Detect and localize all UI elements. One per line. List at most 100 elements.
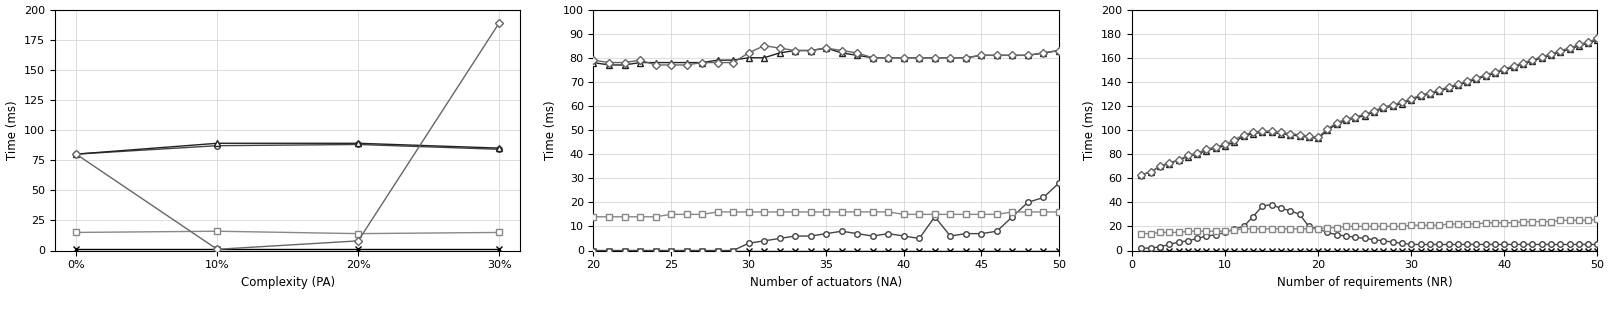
- Proposed: [1587, 248, 1607, 253]
- CadenceSMV: [1373, 224, 1393, 228]
- nuXmv: [1541, 52, 1560, 56]
- nuXmv: [615, 60, 634, 64]
- nuXmv: [755, 44, 774, 48]
- NuSMV: [1550, 50, 1570, 54]
- RINGA-IoT: [1587, 242, 1607, 246]
- CadenceSMV: [1476, 221, 1496, 225]
- nuXmv: [599, 60, 618, 64]
- Proposed: [770, 248, 789, 253]
- RINGA-IoT: [832, 229, 852, 233]
- NuSMV: [1336, 118, 1356, 122]
- RINGA-IoT: [1486, 242, 1505, 246]
- nuXmv: [956, 56, 976, 60]
- CadenceSMV: [1018, 210, 1037, 214]
- nuXmv: [1159, 161, 1179, 165]
- CadenceSMV: [599, 215, 618, 219]
- Proposed: [1560, 248, 1579, 253]
- CadenceSMV: [1141, 232, 1161, 236]
- nuXmv: [832, 48, 852, 52]
- CadenceSMV: [802, 210, 821, 214]
- nuXmv: [847, 51, 866, 55]
- RINGA-IoT: [1179, 239, 1198, 243]
- Line: RINGA-IoT: RINGA-IoT: [74, 142, 502, 157]
- RINGA-IoT: [879, 232, 898, 236]
- Proposed: [1169, 248, 1188, 253]
- RINGA-IoT: [631, 248, 650, 253]
- RINGA-IoT: [1196, 234, 1216, 238]
- nuXmv: [208, 247, 227, 251]
- RINGA-IoT: [1420, 242, 1439, 246]
- RINGA-IoT: [770, 236, 789, 240]
- CadenceSMV: [646, 215, 665, 219]
- NuSMV: [786, 48, 805, 52]
- CadenceSMV: [1346, 224, 1365, 228]
- nuXmv: [739, 51, 758, 55]
- nuXmv: [1383, 103, 1402, 107]
- CadenceSMV: [1243, 227, 1262, 231]
- nuXmv: [987, 53, 1006, 57]
- nuXmv: [863, 56, 882, 60]
- RINGA-IoT: [1003, 215, 1022, 219]
- NuSMV: [1457, 80, 1476, 84]
- Proposed: [1188, 248, 1208, 253]
- X-axis label: Complexity (PA): Complexity (PA): [240, 276, 335, 289]
- nuXmv: [1225, 138, 1245, 142]
- CadenceSMV: [1272, 227, 1291, 231]
- NuSMV: [1262, 131, 1282, 135]
- RINGA-IoT: [1216, 230, 1235, 234]
- Proposed: [956, 248, 976, 253]
- Y-axis label: Time (ms): Time (ms): [544, 100, 557, 160]
- NuSMV: [1541, 53, 1560, 57]
- Proposed: [894, 248, 913, 253]
- nuXmv: [1402, 97, 1422, 101]
- Proposed: [1476, 248, 1496, 253]
- RINGA-IoT: [723, 248, 742, 253]
- NuSMV: [1280, 133, 1299, 137]
- Proposed: [692, 248, 712, 253]
- Proposed: [987, 248, 1006, 253]
- Proposed: [1420, 248, 1439, 253]
- CadenceSMV: [894, 212, 913, 216]
- RINGA-IoT: [1272, 206, 1291, 210]
- NuSMV: [1523, 59, 1542, 63]
- Proposed: [1150, 248, 1169, 253]
- CadenceSMV: [1225, 228, 1245, 232]
- CadenceSMV: [1541, 219, 1560, 223]
- RINGA-IoT: [662, 248, 681, 253]
- CadenceSMV: [1402, 223, 1422, 227]
- RINGA-IoT: [786, 234, 805, 238]
- Proposed: [723, 248, 742, 253]
- nuXmv: [489, 21, 509, 25]
- Proposed: [1541, 248, 1560, 253]
- Proposed: [1132, 248, 1151, 253]
- Proposed: [489, 247, 509, 251]
- nuXmv: [1034, 51, 1053, 55]
- RINGA-IoT: [1243, 215, 1262, 219]
- nuXmv: [879, 56, 898, 60]
- NuSMV: [723, 58, 742, 62]
- CadenceSMV: [1050, 210, 1069, 214]
- CadenceSMV: [863, 210, 882, 214]
- CadenceSMV: [847, 210, 866, 214]
- nuXmv: [770, 46, 789, 50]
- NuSMV: [1356, 114, 1375, 118]
- Proposed: [1243, 248, 1262, 253]
- Proposed: [1513, 248, 1533, 253]
- NuSMV: [676, 60, 696, 64]
- RINGA-IoT: [1560, 242, 1579, 246]
- CadenceSMV: [1587, 217, 1607, 221]
- nuXmv: [1533, 54, 1552, 58]
- RINGA-IoT: [1533, 242, 1552, 246]
- CadenceSMV: [1132, 232, 1151, 236]
- NuSMV: [1578, 41, 1597, 45]
- Proposed: [1373, 248, 1393, 253]
- RINGA-IoT: [1018, 200, 1037, 204]
- NuSMV: [1393, 102, 1412, 106]
- Proposed: [847, 248, 866, 253]
- NuSMV: [584, 60, 604, 64]
- nuXmv: [1570, 42, 1589, 46]
- Line: RINGA-IoT: RINGA-IoT: [591, 180, 1061, 253]
- CadenceSMV: [1570, 218, 1589, 222]
- NuSMV: [1299, 135, 1319, 139]
- RINGA-IoT: [1476, 242, 1496, 246]
